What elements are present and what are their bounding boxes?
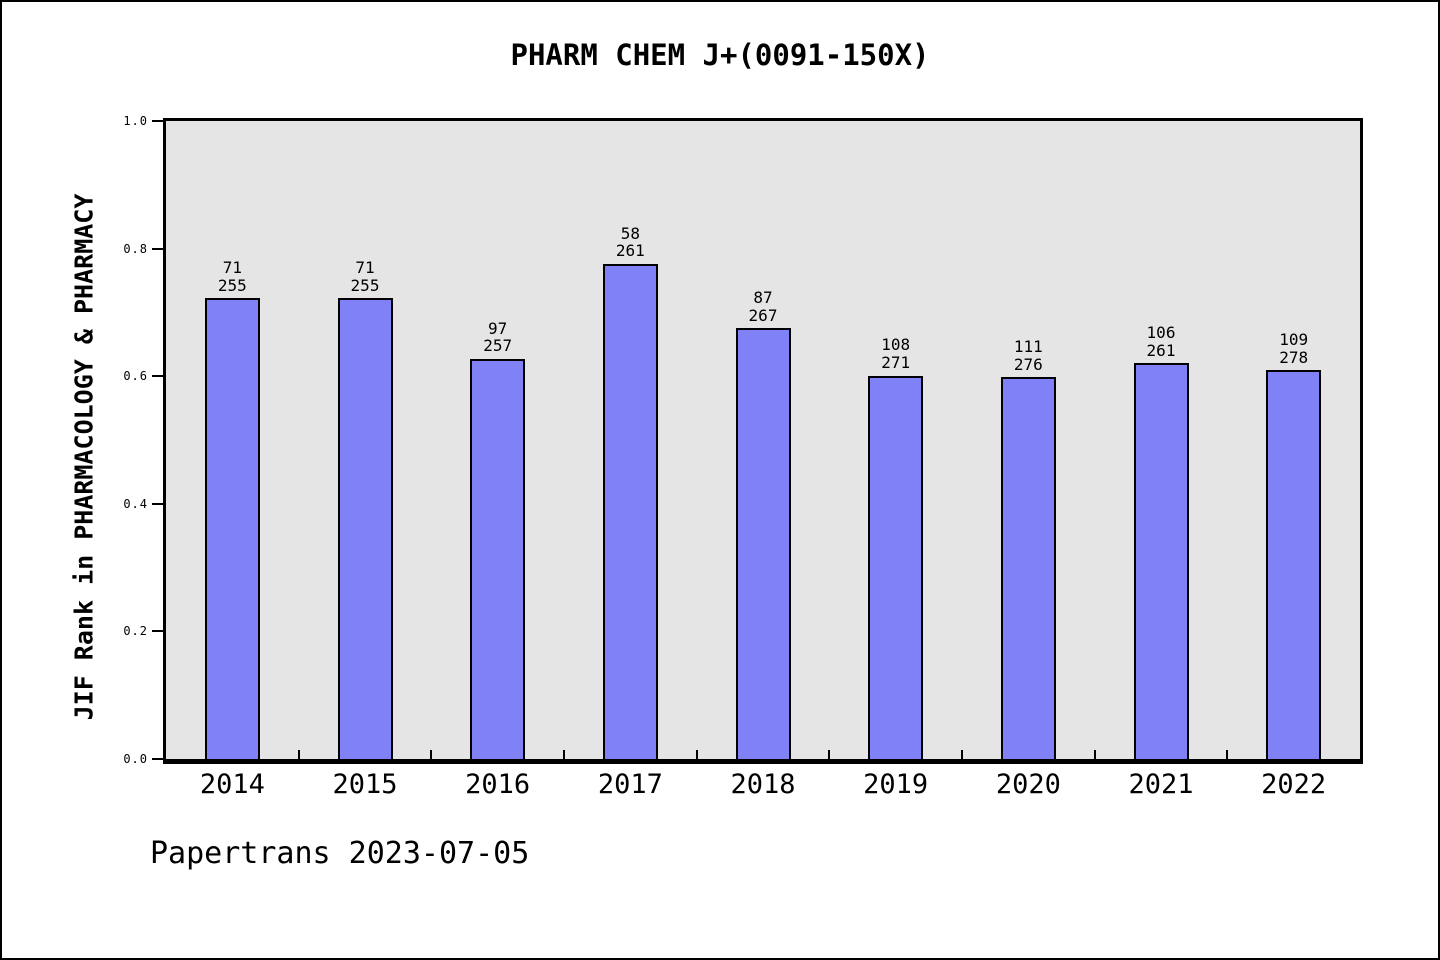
x-category-label-2019: 2019: [863, 769, 929, 800]
bar-rank: 109: [1279, 330, 1309, 350]
x-category-label-2014: 2014: [199, 769, 265, 800]
y-tick-1.0: [152, 120, 163, 122]
y-tick-label-0.4: 0.4: [123, 496, 148, 511]
bar-rank: 108: [881, 335, 911, 355]
x-category-label-2017: 2017: [597, 769, 663, 800]
x-minor-tick: [1226, 750, 1229, 759]
bar-rank: 58: [620, 223, 640, 243]
bar-total: 257: [483, 336, 513, 356]
bar-value-label-2019: 108 271: [836, 336, 956, 371]
bar-rank: 87: [753, 288, 773, 308]
bar-2014: [204, 298, 260, 759]
x-minor-tick: [961, 750, 963, 759]
y-tick-0.2: [152, 630, 163, 633]
bar-2019: [868, 375, 924, 759]
bar-value-label-2017: 58 261: [570, 225, 690, 260]
bar-2021: [1133, 363, 1189, 759]
x-category-label-2015: 2015: [332, 769, 398, 800]
bar-total: 267: [748, 305, 778, 325]
bar-total: 276: [1013, 354, 1043, 374]
y-tick-label-0.6: 0.6: [123, 369, 148, 384]
y-tick-label-0.8: 0.8: [123, 241, 148, 256]
bar-total: 261: [615, 241, 645, 261]
x-minor-tick: [297, 750, 300, 759]
bar-rank: 71: [222, 258, 242, 278]
x-category-label-2022: 2022: [1261, 769, 1327, 800]
x-minor-tick: [695, 750, 698, 759]
plot-area: 0.0 0.2 0.4 0.6 0.8 1.0 71 255 2014 71 255 2015 97 25…: [123, 114, 1363, 800]
x-category-label-2018: 2018: [730, 769, 796, 800]
y-axis-label: JIF Rank in PHARMACOLOGY & PHARMACY: [69, 193, 99, 721]
bar-value-label-2022: 109 278: [1234, 331, 1354, 366]
y-tick-label-1.0: 1.0: [123, 114, 148, 128]
bar-value-label-2020: 111 276: [968, 338, 1088, 373]
bar-total: 255: [350, 275, 380, 295]
bar-rank: 97: [488, 318, 508, 338]
bar-2022: [1266, 370, 1322, 759]
bar-2018: [735, 328, 791, 759]
bar-value-label-2015: 71 255: [305, 259, 425, 294]
y-tick-0.8: [152, 247, 163, 250]
bar-rank: 111: [1013, 337, 1043, 357]
bar-2017: [602, 263, 658, 759]
x-category-label-2021: 2021: [1128, 769, 1194, 800]
bar-value-label-2021: 106 261: [1101, 324, 1221, 359]
x-minor-tick: [1093, 750, 1096, 759]
bar-total: 255: [217, 275, 247, 295]
bar-2015: [337, 298, 393, 759]
bar-rank: 106: [1146, 323, 1176, 343]
bar-value-label-2014: 71 255: [172, 259, 292, 294]
x-category-label-2016: 2016: [465, 769, 531, 800]
x-minor-tick: [563, 750, 565, 759]
y-tick-0.6: [152, 375, 163, 378]
y-tick-label-0.0: 0.0: [123, 752, 148, 766]
x-minor-tick: [430, 750, 433, 759]
bar-2016: [470, 358, 526, 759]
y-tick-0.4: [152, 502, 163, 505]
bar-total: 278: [1279, 347, 1309, 367]
chart-title: PHARM CHEM J+(0091-150X): [510, 38, 930, 72]
y-tick-label-0.2: 0.2: [123, 624, 148, 639]
bar-2020: [1000, 377, 1056, 759]
footer-note: Papertrans 2023-07-05: [150, 836, 530, 871]
bar-rank: 71: [355, 258, 375, 278]
x-category-label-2020: 2020: [995, 769, 1061, 800]
x-minor-tick: [828, 750, 831, 759]
bar-value-label-2018: 87 267: [703, 289, 823, 324]
bar-value-label-2016: 97 257: [438, 320, 558, 355]
bar-total: 261: [1146, 340, 1176, 360]
y-tick-0.0: [152, 758, 163, 760]
bar-total: 271: [881, 352, 911, 372]
